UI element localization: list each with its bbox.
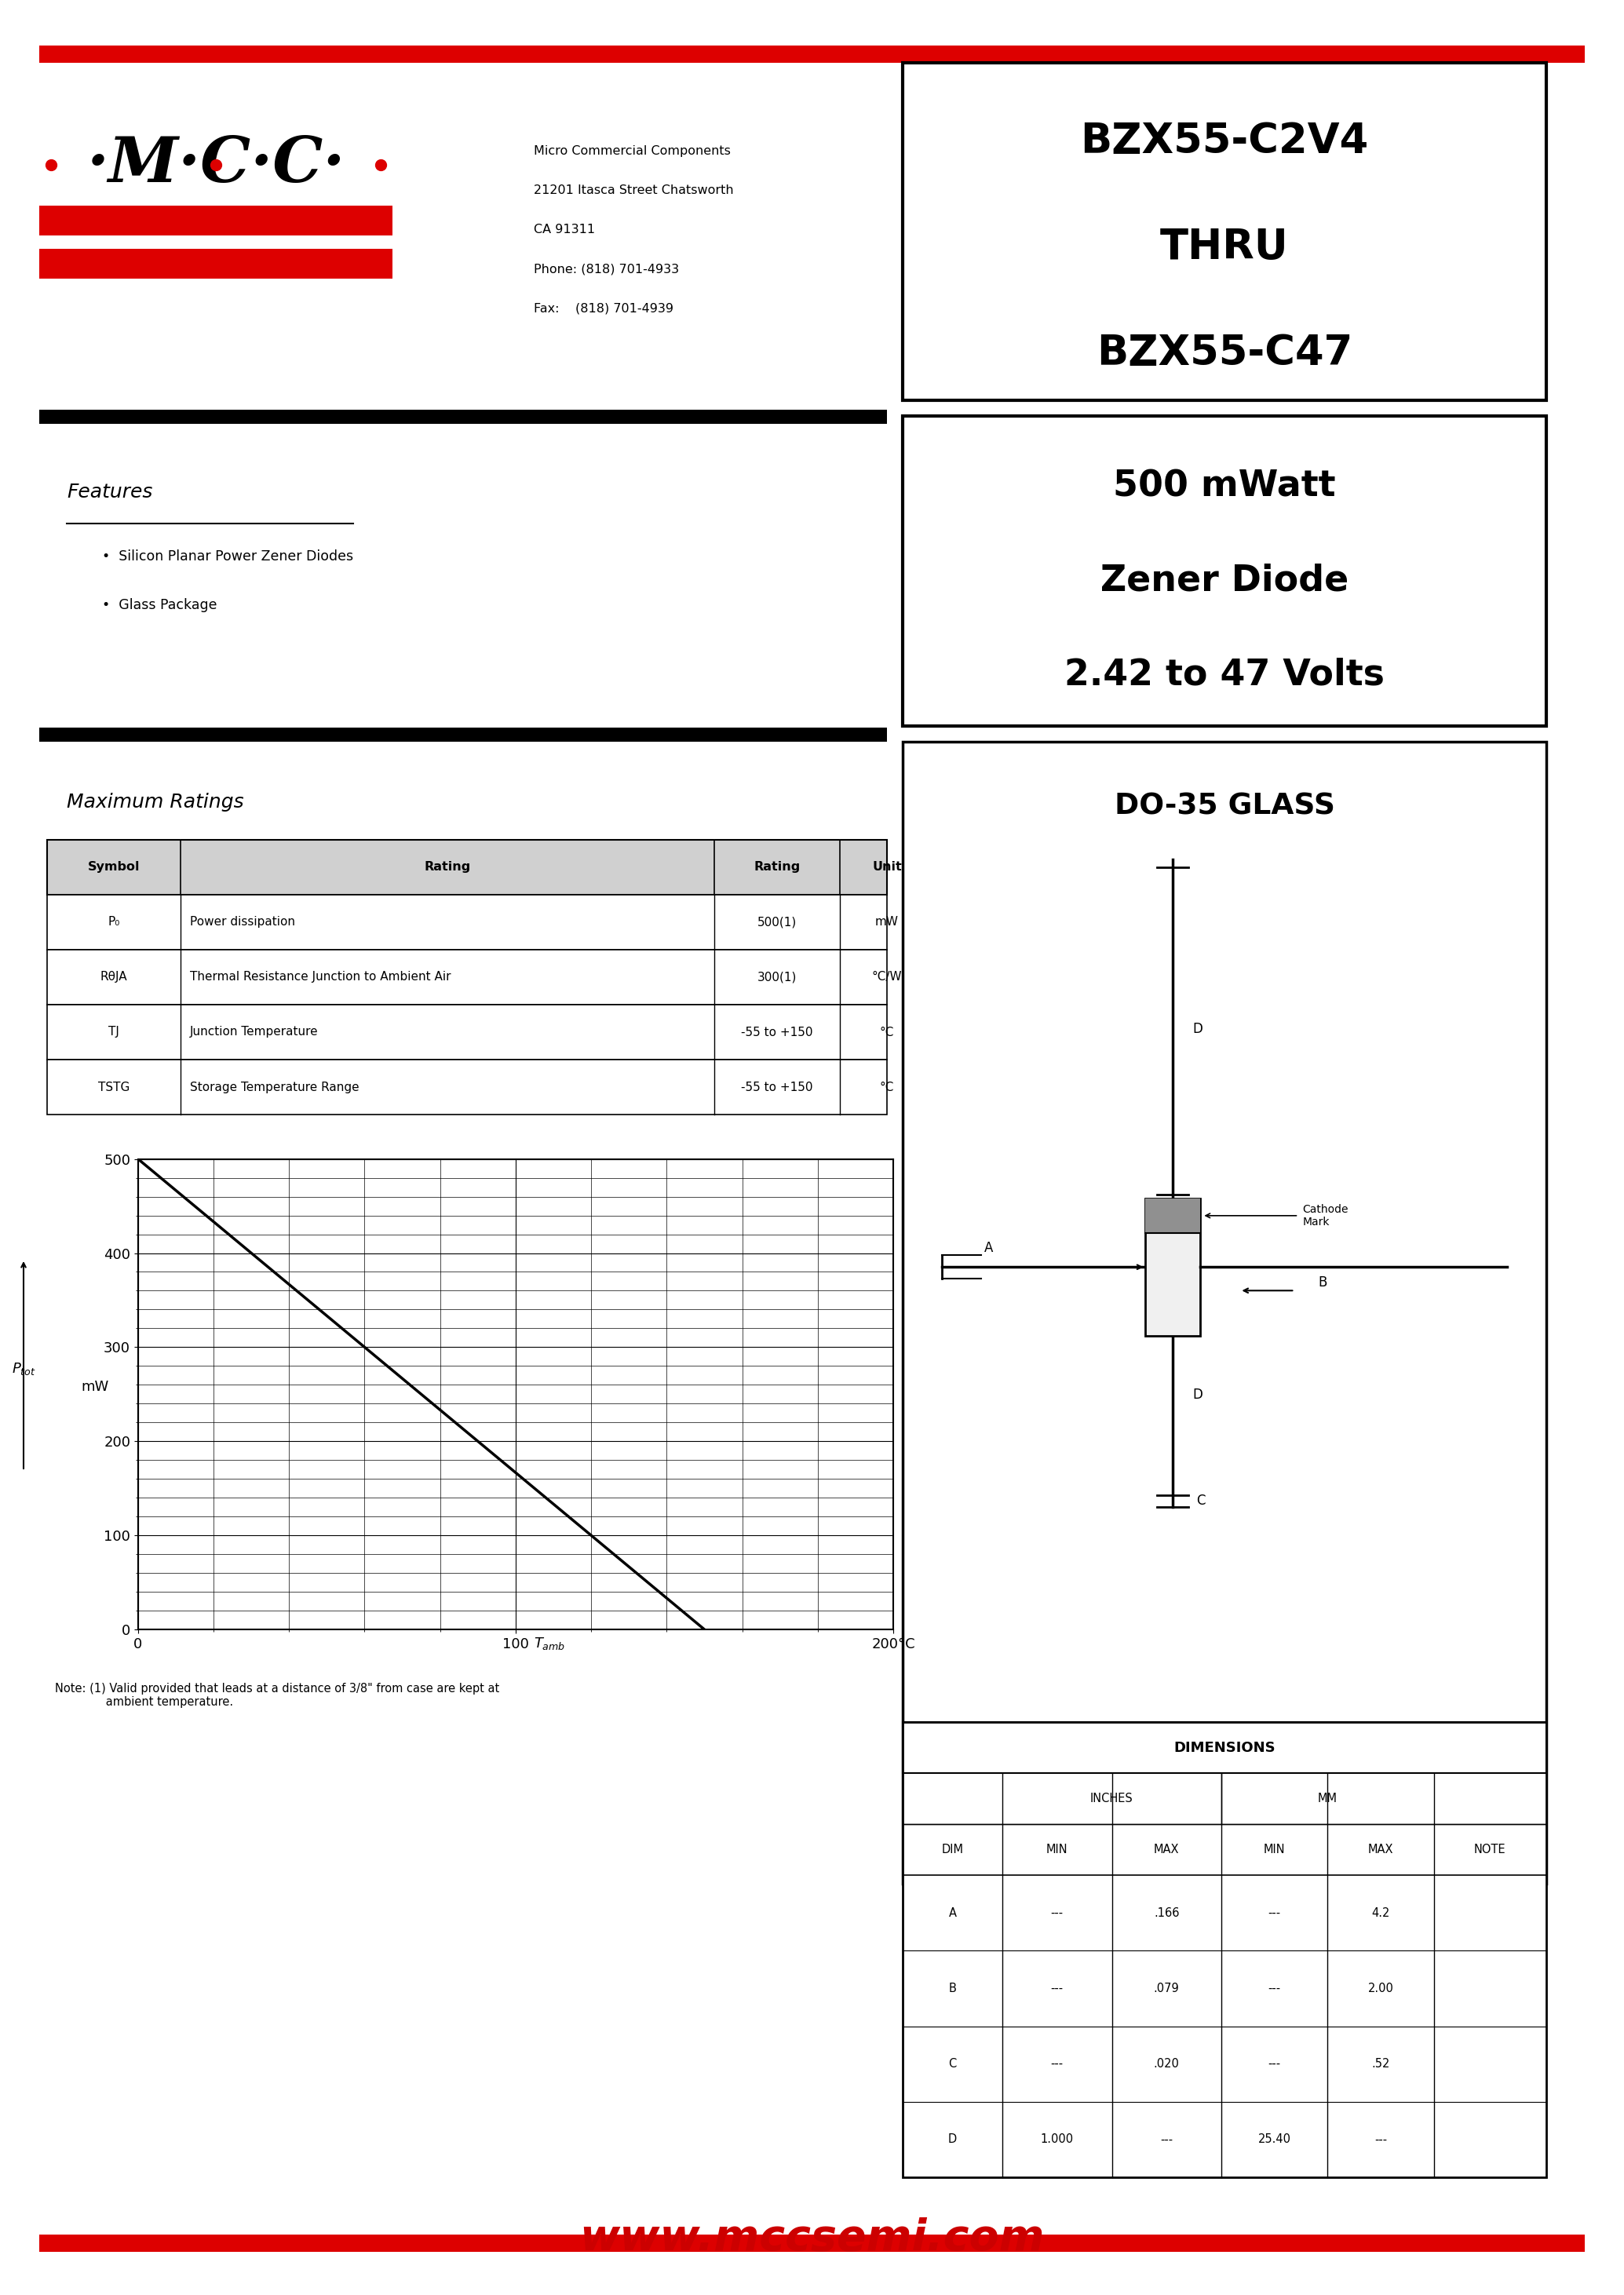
Text: Phone: (818) 701-4933: Phone: (818) 701-4933 — [534, 264, 679, 275]
Text: DO-35 GLASS: DO-35 GLASS — [1114, 792, 1335, 822]
Text: MM: MM — [1317, 1792, 1337, 1804]
Text: .52: .52 — [1371, 2059, 1390, 2070]
Text: B: B — [1319, 1276, 1327, 1290]
Text: 500 mWatt: 500 mWatt — [1112, 468, 1335, 505]
Text: Cathode
Mark: Cathode Mark — [1302, 1205, 1348, 1228]
Text: A: A — [984, 1242, 994, 1255]
Text: MIN: MIN — [1046, 1843, 1069, 1854]
Bar — [39, 411, 887, 425]
Text: -55 to +150: -55 to +150 — [741, 1026, 814, 1037]
Text: C: C — [948, 2059, 957, 2070]
Text: THRU: THRU — [1160, 227, 1289, 269]
Text: °C: °C — [880, 1081, 895, 1092]
Bar — [47, 1005, 887, 1060]
Text: 1.000: 1.000 — [1041, 2134, 1073, 2146]
Text: ---: --- — [1051, 1983, 1064, 1994]
Text: 2.00: 2.00 — [1367, 1983, 1393, 1994]
Bar — [39, 207, 393, 236]
Text: .020: .020 — [1153, 2059, 1179, 2070]
Text: ---: --- — [1051, 2059, 1064, 2070]
Text: B: B — [948, 1983, 957, 1994]
Text: MAX: MAX — [1153, 1843, 1179, 1854]
Bar — [903, 415, 1546, 725]
Text: Rating: Rating — [754, 861, 801, 872]
Text: TSTG: TSTG — [97, 1081, 130, 1092]
Text: Fax:    (818) 701-4939: Fax: (818) 701-4939 — [534, 303, 674, 314]
Text: Power dissipation: Power dissipation — [190, 916, 296, 927]
Text: P₀: P₀ — [107, 916, 120, 927]
Text: 4.2: 4.2 — [1371, 1907, 1390, 1919]
Bar — [47, 840, 887, 895]
Text: .166: .166 — [1153, 1907, 1179, 1919]
Text: Rating: Rating — [424, 861, 471, 872]
Bar — [1145, 1198, 1200, 1232]
Text: ---: --- — [1051, 1907, 1064, 1919]
Text: ---: --- — [1374, 2134, 1387, 2146]
Text: °C: °C — [880, 1026, 895, 1037]
Text: •  Glass Package: • Glass Package — [102, 599, 218, 613]
Text: www.mccsemi.com: www.mccsemi.com — [580, 2217, 1044, 2261]
Text: D: D — [1192, 1388, 1203, 1402]
Text: 2.42 to 47 Volts: 2.42 to 47 Volts — [1064, 656, 1385, 693]
Text: 500(1): 500(1) — [757, 916, 797, 927]
Y-axis label: mW: mW — [81, 1379, 109, 1395]
Bar — [39, 728, 887, 741]
Text: DIM: DIM — [942, 1843, 963, 1854]
Bar — [903, 1721, 1546, 1774]
Text: BZX55-C2V4: BZX55-C2V4 — [1080, 122, 1369, 161]
Text: D: D — [1192, 1021, 1203, 1035]
Text: $T_{amb}$: $T_{amb}$ — [534, 1636, 565, 1652]
Bar — [1145, 1198, 1200, 1336]
Bar — [47, 1060, 887, 1115]
Text: TJ: TJ — [109, 1026, 119, 1037]
Text: A: A — [948, 1907, 957, 1919]
Text: D: D — [948, 2134, 957, 2146]
Text: Unit: Unit — [872, 861, 901, 872]
Bar — [39, 2235, 1585, 2251]
Text: MIN: MIN — [1263, 1843, 1285, 1854]
Text: ---: --- — [1268, 2059, 1281, 2070]
Text: Zener Diode: Zener Diode — [1101, 562, 1348, 599]
Bar — [903, 62, 1546, 399]
Text: RθJA: RθJA — [101, 971, 127, 982]
Text: Note: (1) Valid provided that leads at a distance of 3/8" from case are kept at
: Note: (1) Valid provided that leads at a… — [55, 1682, 500, 1707]
Text: Maximum Ratings: Maximum Ratings — [67, 792, 244, 812]
Bar — [39, 248, 393, 278]
Text: Symbol: Symbol — [88, 861, 140, 872]
Text: Storage Temperature Range: Storage Temperature Range — [190, 1081, 359, 1092]
Text: ·M·C·C·: ·M·C·C· — [86, 135, 346, 195]
Text: Junction Temperature: Junction Temperature — [190, 1026, 318, 1037]
Text: Thermal Resistance Junction to Ambient Air: Thermal Resistance Junction to Ambient A… — [190, 971, 451, 982]
Text: °C/W: °C/W — [872, 971, 901, 982]
Text: INCHES: INCHES — [1090, 1792, 1134, 1804]
Bar — [903, 741, 1546, 1884]
Bar — [47, 895, 887, 950]
Text: ---: --- — [1268, 1983, 1281, 1994]
Bar — [47, 950, 887, 1005]
Text: NOTE: NOTE — [1475, 1843, 1505, 1854]
Text: $P_{tot}$: $P_{tot}$ — [11, 1361, 36, 1377]
Text: CA 91311: CA 91311 — [534, 223, 594, 236]
Text: 300(1): 300(1) — [757, 971, 797, 982]
Text: MAX: MAX — [1367, 1843, 1393, 1854]
Bar — [903, 1721, 1546, 2178]
Bar — [39, 46, 1585, 62]
Text: Features: Features — [67, 482, 153, 503]
Text: 21201 Itasca Street Chatsworth: 21201 Itasca Street Chatsworth — [534, 184, 734, 195]
Text: .079: .079 — [1153, 1983, 1179, 1994]
Text: DIMENSIONS: DIMENSIONS — [1174, 1740, 1275, 1756]
Text: Admissible power dissipation
versus ambient temperature: Admissible power dissipation versus ambi… — [315, 1161, 547, 1191]
Text: Valid provided that leads are kept ambient
temperature at a distance of 8 mm fro: Valid provided that leads are kept ambie… — [305, 1251, 559, 1276]
Text: C: C — [1197, 1494, 1205, 1508]
Text: ---: --- — [1268, 1907, 1281, 1919]
Text: •  Silicon Planar Power Zener Diodes: • Silicon Planar Power Zener Diodes — [102, 549, 354, 565]
Text: 25.40: 25.40 — [1259, 2134, 1291, 2146]
Text: mW: mW — [875, 916, 898, 927]
Text: BZX55-C47: BZX55-C47 — [1096, 333, 1353, 374]
Text: Micro Commercial Components: Micro Commercial Components — [534, 145, 731, 156]
Text: ---: --- — [1160, 2134, 1173, 2146]
Text: -55 to +150: -55 to +150 — [741, 1081, 814, 1092]
